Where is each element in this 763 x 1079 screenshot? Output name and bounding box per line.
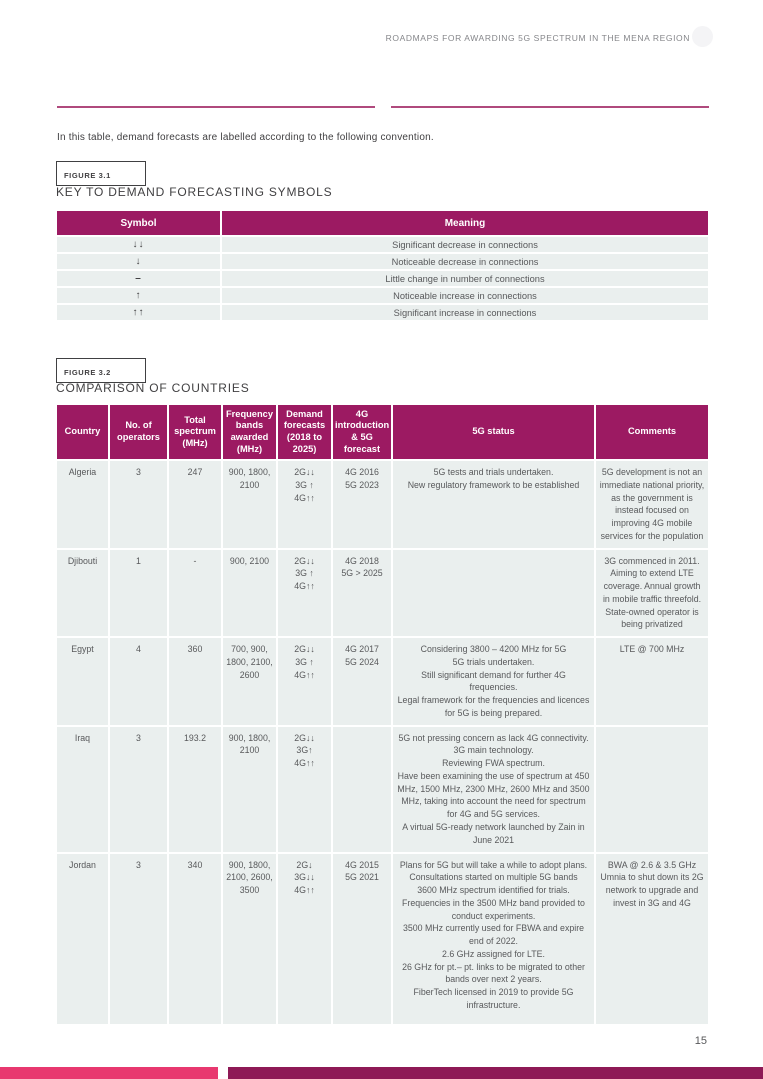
cell-demand: 2G↓↓ 3G↑ 4G↑↑: [276, 724, 333, 854]
table-header-row: Country No. of operators Total spectrum …: [55, 403, 710, 461]
country-comparison-table: Country No. of operators Total spectrum …: [55, 403, 710, 1026]
cell-demand: 2G↓↓ 3G ↑ 4G↑↑: [276, 547, 333, 638]
cell-symbol: ↑: [55, 286, 222, 305]
column-header-country: Country: [55, 403, 110, 461]
header-rule-left: [57, 106, 375, 108]
table-row: ↑↑ Significant increase in connections: [55, 303, 710, 322]
cell-comments: LTE @ 700 MHz: [594, 636, 710, 727]
intro-paragraph: In this table, demand forecasts are labe…: [57, 132, 434, 143]
figure-3-1-label-box: FIGURE 3.1: [56, 161, 146, 186]
table-row: ↑ Noticeable increase in connections: [55, 286, 710, 305]
cell-5g-status: Considering 3800 – 4200 MHz for 5G 5G tr…: [391, 636, 596, 727]
column-header-forecast: 4G introduction & 5G forecast: [331, 403, 393, 461]
cell-symbol: ↑↑: [55, 303, 222, 322]
column-header-comments: Comments: [594, 403, 710, 461]
cell-demand: 2G↓ 3G↓↓ 4G↑↑: [276, 851, 333, 1026]
cell-5g-status: 5G tests and trials undertaken. New regu…: [391, 459, 596, 550]
table-row-algeria: Algeria 3 247 900, 1800, 2100 2G↓↓ 3G ↑ …: [55, 459, 710, 550]
symbols-key-table: Symbol Meaning ↓↓ Significant decrease i…: [55, 209, 710, 322]
cell-country: Iraq: [55, 724, 110, 854]
footer-bar-pink: [0, 1067, 218, 1079]
running-header: ROADMAPS FOR AWARDING 5G SPECTRUM IN THE…: [385, 33, 690, 43]
cell-symbol: –: [55, 269, 222, 288]
cell-total-spectrum: 193.2: [167, 724, 223, 854]
cell-bands: 900, 1800, 2100, 2600, 3500: [221, 851, 278, 1026]
cell-comments: BWA @ 2.6 & 3.5 GHz Umnia to shut down i…: [594, 851, 710, 1026]
column-header-5g-status: 5G status: [391, 403, 596, 461]
column-header-bands: Frequency bands awarded (MHz): [221, 403, 278, 461]
cell-total-spectrum: -: [167, 547, 223, 638]
page-number: 15: [694, 1035, 707, 1047]
cell-meaning: Significant increase in connections: [220, 303, 710, 322]
column-header-symbol: Symbol: [55, 209, 222, 237]
table-header-row: Symbol Meaning: [55, 209, 710, 237]
cell-comments: 5G development is not an immediate natio…: [594, 459, 710, 550]
cell-total-spectrum: 340: [167, 851, 223, 1026]
cell-5g-status: 5G not pressing concern as lack 4G conne…: [391, 724, 596, 854]
cell-country: Algeria: [55, 459, 110, 550]
column-header-meaning: Meaning: [220, 209, 710, 237]
header-rule-right: [391, 106, 709, 108]
cell-bands: 900, 1800, 2100: [221, 724, 278, 854]
cell-bands: 900, 2100: [221, 547, 278, 638]
cell-operators: 3: [108, 851, 169, 1026]
column-header-demand: Demand forecasts (2018 to 2025): [276, 403, 333, 461]
figure-3-1-label: FIGURE 3.1: [64, 170, 111, 180]
cell-symbol: ↓↓: [55, 235, 222, 254]
table-row: – Little change in number of connections: [55, 269, 710, 288]
figure-3-1-heading: KEY TO DEMAND FORECASTING SYMBOLS: [56, 185, 333, 199]
cell-country: Jordan: [55, 851, 110, 1026]
cell-forecast: 4G 2018 5G > 2025: [331, 547, 393, 638]
cell-operators: 3: [108, 459, 169, 550]
figure-3-2-label-box: FIGURE 3.2: [56, 358, 146, 383]
table-row-egypt: Egypt 4 360 700, 900, 1800, 2100, 2600 2…: [55, 636, 710, 727]
footer-bar-magenta: [228, 1067, 763, 1079]
cell-5g-status: [391, 547, 596, 638]
table-row: ↓ Noticeable decrease in connections: [55, 252, 710, 271]
cell-bands: 900, 1800, 2100: [221, 459, 278, 550]
cell-operators: 4: [108, 636, 169, 727]
cell-total-spectrum: 360: [167, 636, 223, 727]
cell-symbol: ↓: [55, 252, 222, 271]
cell-meaning: Noticeable increase in connections: [220, 286, 710, 305]
cell-meaning: Little change in number of connections: [220, 269, 710, 288]
cell-demand: 2G↓↓ 3G ↑ 4G↑↑: [276, 459, 333, 550]
cell-total-spectrum: 247: [167, 459, 223, 550]
cell-forecast: 4G 2015 5G 2021: [331, 851, 393, 1026]
cell-5g-status: Plans for 5G but will take a while to ad…: [391, 851, 596, 1026]
cell-forecast: 4G 2016 5G 2023: [331, 459, 393, 550]
cell-meaning: Noticeable decrease in connections: [220, 252, 710, 271]
cell-bands: 700, 900, 1800, 2100, 2600: [221, 636, 278, 727]
faint-circle-ornament: [692, 26, 713, 47]
cell-operators: 3: [108, 724, 169, 854]
table-row-jordan: Jordan 3 340 900, 1800, 2100, 2600, 3500…: [55, 851, 710, 1026]
table-row: ↓↓ Significant decrease in connections: [55, 235, 710, 254]
column-header-total-spectrum: Total spectrum (MHz): [167, 403, 223, 461]
cell-country: Egypt: [55, 636, 110, 727]
cell-forecast: [331, 724, 393, 854]
figure-3-2-label: FIGURE 3.2: [64, 367, 111, 377]
cell-meaning: Significant decrease in connections: [220, 235, 710, 254]
cell-country: Djibouti: [55, 547, 110, 638]
table-row-djibouti: Djibouti 1 - 900, 2100 2G↓↓ 3G ↑ 4G↑↑ 4G…: [55, 547, 710, 638]
table-row-iraq: Iraq 3 193.2 900, 1800, 2100 2G↓↓ 3G↑ 4G…: [55, 724, 710, 854]
cell-comments: 3G commenced in 2011. Aiming to extend L…: [594, 547, 710, 638]
cell-operators: 1: [108, 547, 169, 638]
figure-3-2-heading: COMPARISON OF COUNTRIES: [56, 381, 250, 395]
cell-comments: [594, 724, 710, 854]
cell-demand: 2G↓↓ 3G ↑ 4G↑↑: [276, 636, 333, 727]
cell-forecast: 4G 2017 5G 2024: [331, 636, 393, 727]
column-header-operators: No. of operators: [108, 403, 169, 461]
